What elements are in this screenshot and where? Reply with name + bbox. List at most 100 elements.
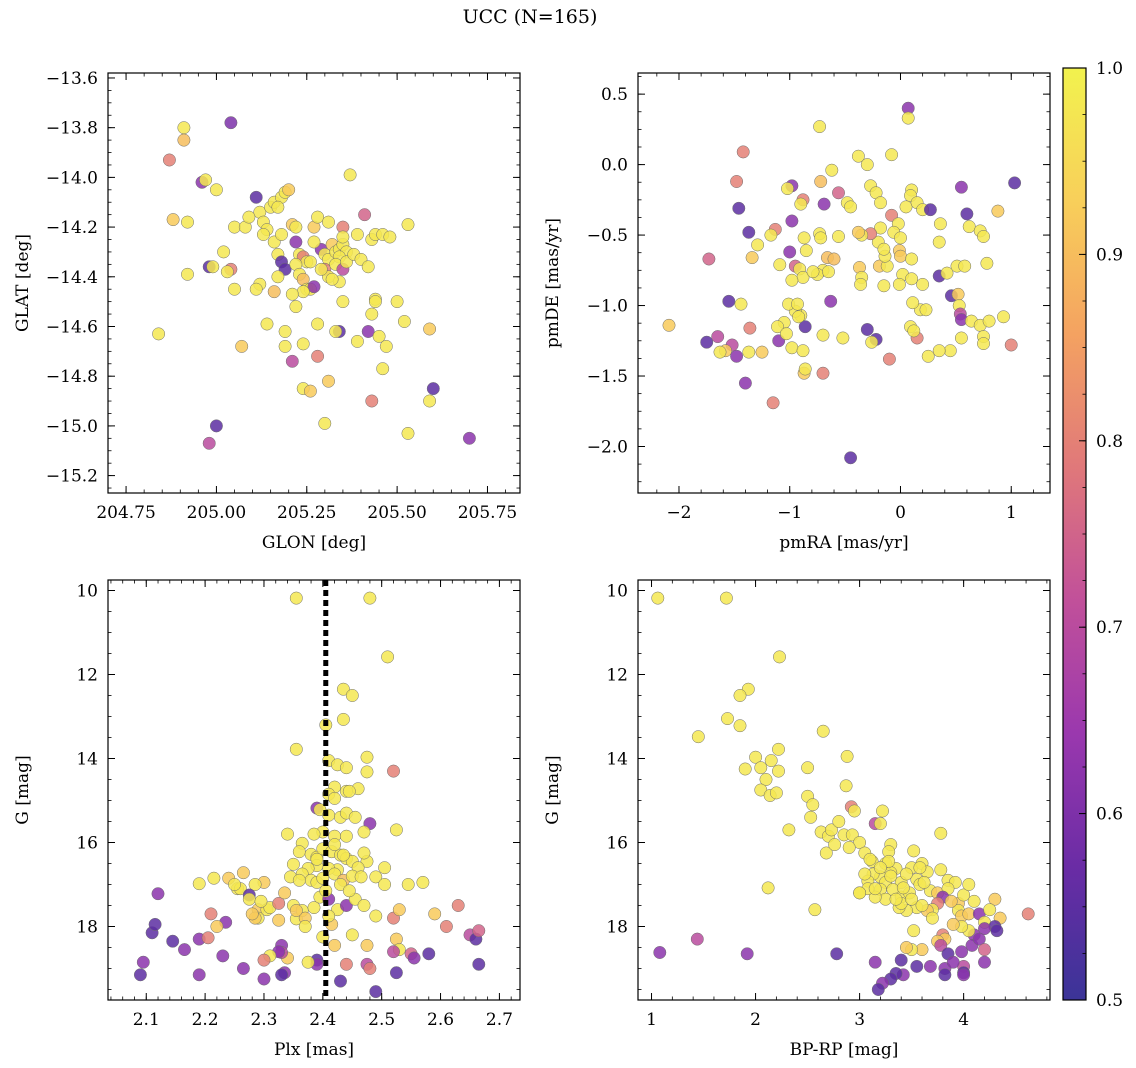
data-point xyxy=(389,966,403,980)
x-axis-label: Plx [mas] xyxy=(274,1040,354,1060)
data-point xyxy=(907,844,921,858)
data-point xyxy=(148,917,162,931)
data-point xyxy=(798,320,812,334)
data-point xyxy=(336,230,350,244)
data-point xyxy=(978,922,991,936)
data-point xyxy=(361,260,375,274)
data-point xyxy=(342,784,356,798)
colorbar-tick-label: 0.9 xyxy=(1096,245,1123,265)
data-point xyxy=(365,307,379,321)
data-point xyxy=(759,773,773,786)
data-point xyxy=(298,920,312,933)
x-tick-label: 2.1 xyxy=(133,1010,160,1030)
data-point xyxy=(328,838,342,852)
data-point xyxy=(328,867,342,881)
scatter-points xyxy=(651,591,1035,996)
data-point xyxy=(289,742,303,756)
data-point xyxy=(913,861,927,875)
data-point xyxy=(369,870,383,884)
data-point xyxy=(814,175,828,188)
y-tick-label: 10 xyxy=(76,582,98,602)
data-point xyxy=(336,712,350,726)
data-point xyxy=(754,761,768,775)
data-point xyxy=(220,265,234,279)
data-point xyxy=(311,317,325,331)
data-point xyxy=(824,294,838,308)
y-tick-label: −13.8 xyxy=(46,119,98,139)
data-point xyxy=(733,689,747,702)
data-point xyxy=(201,931,215,945)
y-tick-label: 16 xyxy=(606,834,628,854)
data-point xyxy=(910,959,924,973)
data-point xyxy=(827,252,841,266)
data-point xyxy=(206,260,220,274)
data-point xyxy=(808,903,822,917)
data-point xyxy=(228,220,241,234)
y-axis-label: pmDE [mas/yr] xyxy=(543,218,563,348)
y-tick-label: −0.5 xyxy=(587,226,628,246)
data-point xyxy=(742,345,756,359)
data-point xyxy=(749,750,763,764)
data-point xyxy=(401,218,415,232)
data-point xyxy=(794,197,808,211)
y-tick-label: 14 xyxy=(606,750,628,770)
data-point xyxy=(830,947,844,961)
data-point xyxy=(766,396,780,410)
data-point xyxy=(387,945,400,959)
data-point xyxy=(209,183,223,197)
data-point xyxy=(868,955,882,969)
data-point xyxy=(267,285,281,299)
data-point xyxy=(152,327,166,341)
data-point xyxy=(209,419,223,433)
data-point xyxy=(761,881,775,895)
data-point xyxy=(899,200,913,214)
data-point xyxy=(322,374,335,388)
data-point xyxy=(917,875,931,889)
data-point xyxy=(865,335,879,349)
y-axis-label: GLAT [deg] xyxy=(13,234,33,332)
data-point xyxy=(278,339,292,353)
y-tick-label: −14.2 xyxy=(46,218,98,238)
data-point xyxy=(751,238,765,252)
data-point xyxy=(844,451,858,465)
data-point xyxy=(874,196,887,210)
data-point xyxy=(933,217,947,231)
x-tick-label: 204.75 xyxy=(96,503,155,523)
data-point xyxy=(772,742,785,756)
data-point xyxy=(285,287,299,301)
data-point xyxy=(730,349,744,363)
data-point xyxy=(804,810,818,824)
data-point xyxy=(361,325,375,338)
data-point xyxy=(813,120,827,134)
data-point xyxy=(957,968,971,982)
data-point xyxy=(958,259,972,273)
data-point xyxy=(387,764,400,778)
data-point xyxy=(853,886,867,900)
data-point xyxy=(236,866,250,880)
data-point xyxy=(365,394,379,408)
data-point xyxy=(296,285,310,299)
data-point xyxy=(192,877,206,891)
data-point xyxy=(884,869,898,883)
data-point xyxy=(272,896,286,910)
data-point xyxy=(224,116,238,130)
data-point xyxy=(192,968,206,982)
data-point xyxy=(423,322,437,336)
data-point xyxy=(345,689,359,702)
plot-frame xyxy=(107,72,521,494)
data-point xyxy=(816,724,830,738)
data-point xyxy=(769,786,783,800)
data-point xyxy=(819,846,833,860)
x-tick-label: 2.3 xyxy=(250,1010,277,1030)
data-point xyxy=(236,962,250,975)
data-point xyxy=(426,382,440,396)
colorbar-tick-label: 0.8 xyxy=(1096,432,1123,452)
data-point xyxy=(311,349,325,363)
data-point xyxy=(345,928,359,942)
y-tick-label: 18 xyxy=(606,918,628,938)
data-point xyxy=(242,892,256,906)
data-point xyxy=(863,852,877,866)
data-point xyxy=(133,968,147,982)
x-tick-label: 205.00 xyxy=(187,503,246,523)
data-point xyxy=(892,277,906,291)
